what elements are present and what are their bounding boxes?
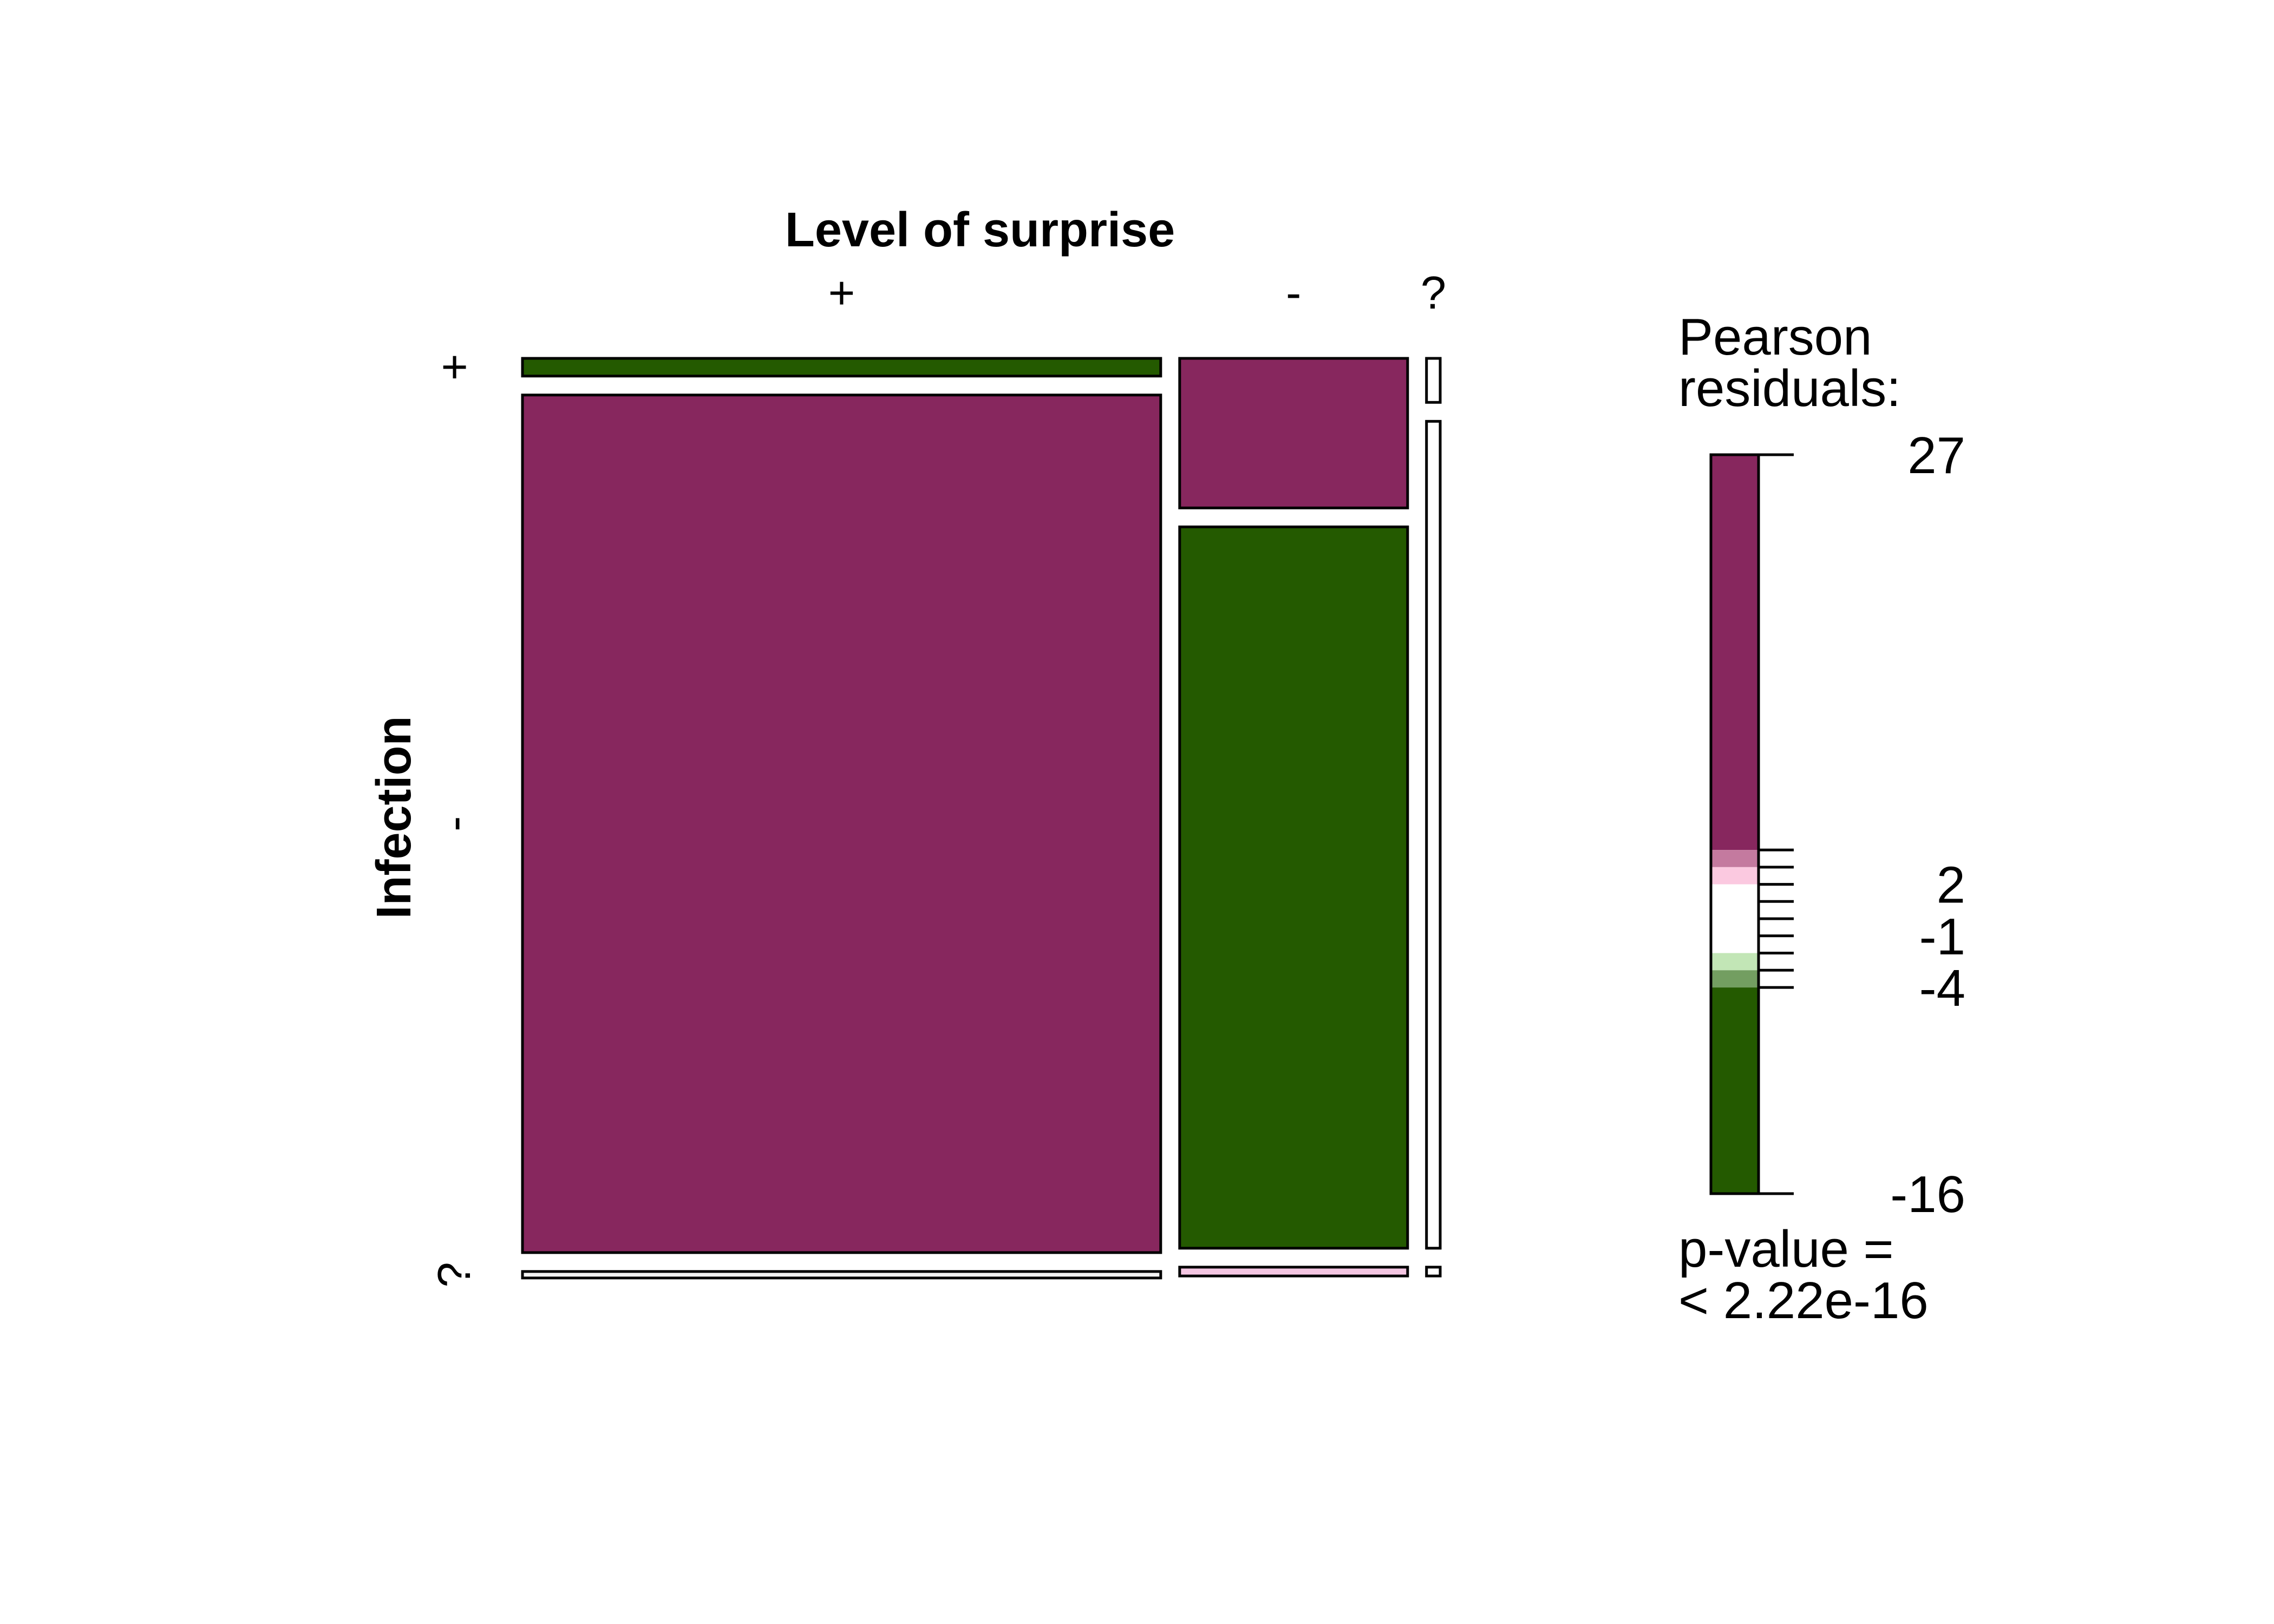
- legend-band-4: [1711, 953, 1759, 971]
- mosaic-tile-x0-y0: [521, 357, 1162, 378]
- mosaic-tile-x2-y2: [1425, 1266, 1442, 1278]
- x-variable-title: Level of surprise: [785, 203, 1175, 257]
- legend-label-0: 27: [1907, 427, 1965, 484]
- legend-title-line2: residuals:: [1678, 359, 1901, 417]
- x-level-labels: + -?: [828, 267, 1446, 319]
- mosaic-tile-x1-y0: [1178, 357, 1409, 509]
- mosaic-tile-x1-y1: [1178, 525, 1409, 1250]
- legend-label-3: -4: [1919, 959, 1965, 1017]
- y-level-label-2: ?: [429, 1262, 480, 1287]
- mosaic-tile-x2-y1: [1425, 420, 1442, 1250]
- legend-color-bar: [1709, 453, 1760, 1195]
- residual-legend: Pearson residuals: 272-1-4-16 p-value = …: [1678, 308, 1965, 1330]
- x-level-label-1: -: [1286, 267, 1301, 319]
- legend-band-3: [1711, 884, 1759, 953]
- y-level-label-1: -: [429, 816, 480, 831]
- mosaic-tile-x0-y1: [521, 394, 1162, 1254]
- legend-band-0: [1711, 455, 1759, 850]
- mosaic-tile-x0-y2: [521, 1270, 1162, 1280]
- legend-label-1: 2: [1937, 856, 1965, 914]
- legend-bar-outline: [1709, 453, 1760, 1195]
- legend-label-2: -1: [1919, 908, 1965, 966]
- legend-label-4: -16: [1890, 1165, 1965, 1223]
- x-level-label-0: +: [828, 267, 855, 319]
- legend-ticks: [1759, 453, 1794, 1195]
- x-level-label-2: ?: [1421, 267, 1446, 319]
- pvalue-line2: < 2.22e-16: [1678, 1272, 1929, 1330]
- legend-band-2: [1711, 867, 1759, 885]
- mosaic-tile-x2-y0: [1425, 357, 1442, 404]
- y-level-label-0: +: [429, 353, 480, 381]
- legend-title-line1: Pearson: [1678, 308, 1872, 366]
- legend-band-5: [1711, 970, 1759, 987]
- y-level-labels: + -?: [429, 353, 480, 1287]
- y-variable-title: Infection: [367, 716, 421, 919]
- mosaic-tile-x1-y2: [1178, 1266, 1409, 1278]
- mosaic-tiles: [521, 357, 1442, 1280]
- legend-labels: 27 2-1-4 -16: [1890, 427, 1965, 1223]
- pvalue-line1: p-value =: [1678, 1220, 1894, 1278]
- legend-band-1: [1711, 850, 1759, 867]
- legend-band-6: [1711, 987, 1759, 1194]
